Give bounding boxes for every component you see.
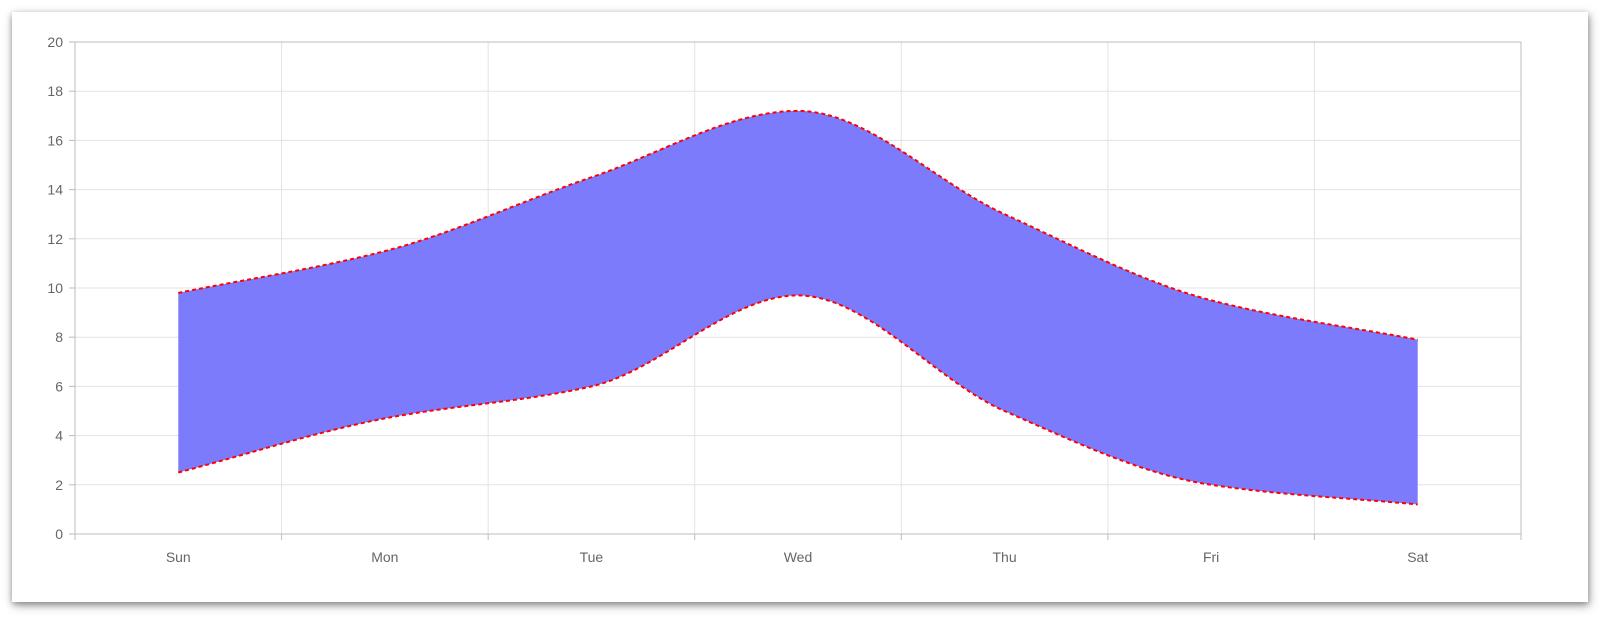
x-tick-label: Mon [371,549,398,565]
y-tick-label: 12 [47,231,63,247]
y-tick-label: 16 [47,132,63,148]
y-tick-label: 6 [55,378,63,394]
x-tick-label: Sat [1407,549,1428,565]
axis-layer [69,41,1522,540]
area-layer [178,109,1418,506]
y-tick-label: 18 [47,83,63,99]
y-tick-label: 0 [55,526,63,542]
range-area-chart: 0 2 4 6 8 10 12 14 16 18 20 Sun Mon Tue Wed Thu Fri Sat [47,34,1522,565]
y-tick-label: 14 [47,182,63,198]
y-tick-label: 10 [47,280,63,296]
y-tick-label: 8 [55,329,63,345]
y-tick-label: 2 [55,477,63,493]
lower-boundary-line [178,294,1418,506]
x-tick-label: Sun [166,549,191,565]
y-tick-label: 4 [55,428,63,444]
x-tick-label: Wed [784,549,813,565]
y-tick-label: 20 [47,34,63,50]
y-tick-labels: 0 2 4 6 8 10 12 14 16 18 20 [47,34,63,542]
range-area-fill [178,110,1418,505]
x-tick-labels: Sun Mon Tue Wed Thu Fri Sat [166,549,1429,565]
x-tick-label: Thu [993,549,1017,565]
chart-card: 0 2 4 6 8 10 12 14 16 18 20 Sun Mon Tue Wed Thu Fri Sat [12,12,1588,602]
upper-boundary-line [178,109,1418,341]
x-tick-label: Tue [580,549,604,565]
x-tick-label: Fri [1203,549,1219,565]
